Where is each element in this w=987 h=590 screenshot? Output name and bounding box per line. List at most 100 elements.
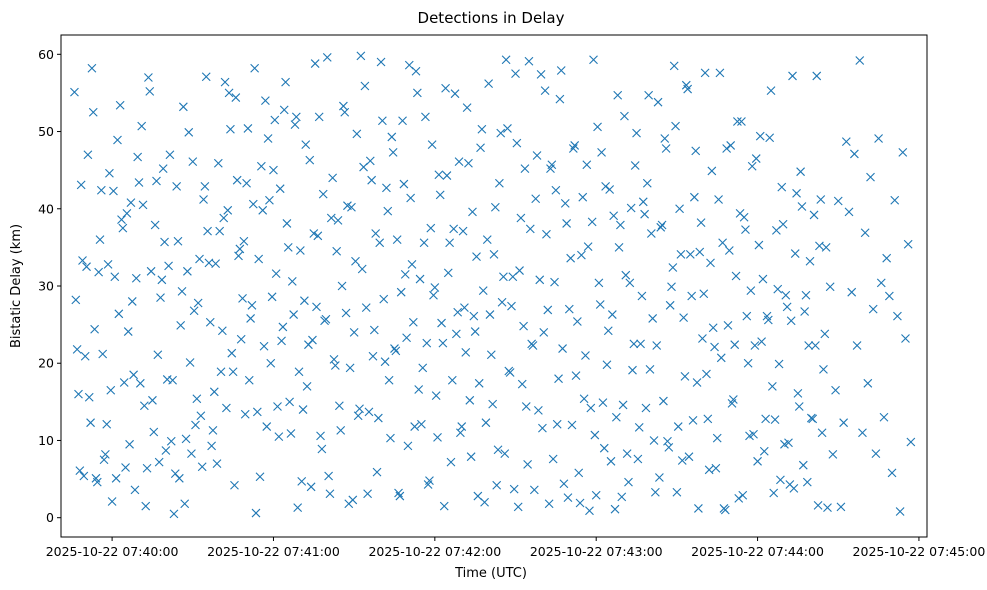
data-point-marker <box>316 431 325 441</box>
data-point-marker <box>450 89 460 99</box>
data-point-marker <box>111 473 121 483</box>
data-point-marker <box>371 229 381 238</box>
data-point-marker <box>538 423 547 433</box>
data-point-marker <box>333 215 343 225</box>
data-point-marker <box>474 378 484 388</box>
data-point-marker <box>301 140 311 150</box>
data-point-marker <box>716 353 726 363</box>
data-point-marker <box>71 295 81 305</box>
data-point-marker <box>185 358 195 367</box>
data-point-marker <box>887 468 897 478</box>
data-point-marker <box>234 251 243 261</box>
data-point-marker <box>533 405 543 415</box>
data-point-marker <box>325 489 335 499</box>
data-point-marker <box>515 266 524 275</box>
data-point-marker <box>92 477 102 487</box>
data-point-marker <box>317 444 327 454</box>
data-point-marker <box>352 129 362 139</box>
data-point-marker <box>87 63 97 73</box>
data-point-marker <box>655 473 664 482</box>
data-point-marker <box>626 203 636 213</box>
data-point-marker <box>137 121 147 131</box>
data-point-marker <box>438 338 448 348</box>
data-point-marker <box>599 443 609 453</box>
data-point-marker <box>407 259 417 269</box>
data-point-marker <box>406 193 416 203</box>
x-tick-label: 2025-10-22 07:42:00 <box>368 544 501 559</box>
data-point-marker <box>602 360 612 370</box>
data-point-marker <box>535 275 545 285</box>
data-point-marker <box>603 326 613 336</box>
data-point-marker <box>675 204 684 214</box>
data-point-marker <box>123 327 133 336</box>
data-point-marker <box>893 311 902 321</box>
data-point-marker <box>193 298 203 308</box>
data-point-marker <box>398 116 407 126</box>
data-point-marker <box>446 457 456 467</box>
data-point-marker <box>172 181 182 191</box>
data-point-marker <box>509 484 519 494</box>
data-point-marker <box>141 501 151 511</box>
data-point-marker <box>79 471 89 481</box>
data-point-marker <box>368 351 378 361</box>
data-point-marker <box>399 179 409 189</box>
data-point-marker <box>431 391 441 401</box>
data-point-marker <box>754 240 764 250</box>
data-point-marker <box>800 307 810 316</box>
data-point-marker <box>302 382 312 391</box>
data-point-marker <box>422 338 432 348</box>
data-point-marker <box>213 158 223 168</box>
data-point-marker <box>679 313 688 323</box>
data-point-marker <box>454 157 464 167</box>
data-point-marker <box>150 220 160 230</box>
data-point-marker <box>203 226 212 236</box>
data-point-marker <box>345 363 355 373</box>
data-point-marker <box>531 194 541 204</box>
data-point-marker <box>866 172 875 182</box>
data-point-marker <box>279 105 289 115</box>
data-point-marker <box>258 205 268 215</box>
data-point-marker <box>430 283 440 292</box>
data-point-marker <box>83 150 93 160</box>
data-point-marker <box>197 462 207 472</box>
data-point-marker <box>232 175 242 185</box>
data-point-marker <box>903 239 913 249</box>
data-point-marker <box>583 242 593 252</box>
data-point-marker <box>291 112 301 122</box>
data-point-marker <box>72 344 82 354</box>
data-point-marker <box>129 370 139 380</box>
data-point-marker <box>858 428 867 438</box>
data-point-marker <box>117 215 126 224</box>
data-point-marker <box>876 278 886 288</box>
data-point-marker <box>118 223 128 233</box>
data-point-marker <box>493 445 503 455</box>
data-point-marker <box>442 171 452 180</box>
data-point-marker <box>562 219 572 228</box>
data-point-marker <box>246 314 255 323</box>
data-point-marker <box>261 96 270 106</box>
data-point-marker <box>217 326 227 336</box>
data-point-marker <box>507 301 516 311</box>
data-point-marker <box>591 490 601 500</box>
data-point-marker <box>671 121 680 131</box>
data-point-marker <box>488 399 498 409</box>
data-point-marker <box>649 436 659 445</box>
data-point-marker <box>429 290 438 300</box>
data-point-marker <box>823 503 832 513</box>
data-point-marker <box>750 341 760 350</box>
data-point-marker <box>348 495 358 505</box>
data-point-marker <box>219 213 229 223</box>
data-point-marker <box>180 499 190 509</box>
data-point-marker <box>696 218 706 228</box>
data-point-marker <box>727 399 737 408</box>
data-point-marker <box>836 502 846 512</box>
data-point-marker <box>723 320 733 330</box>
data-point-marker <box>88 107 98 117</box>
data-point-marker <box>753 456 762 466</box>
data-point-marker <box>879 412 889 422</box>
data-point-marker <box>294 367 304 377</box>
data-point-marker <box>594 278 604 288</box>
data-point-marker <box>680 371 690 381</box>
data-point-marker <box>154 457 164 467</box>
data-point-marker <box>437 318 446 328</box>
